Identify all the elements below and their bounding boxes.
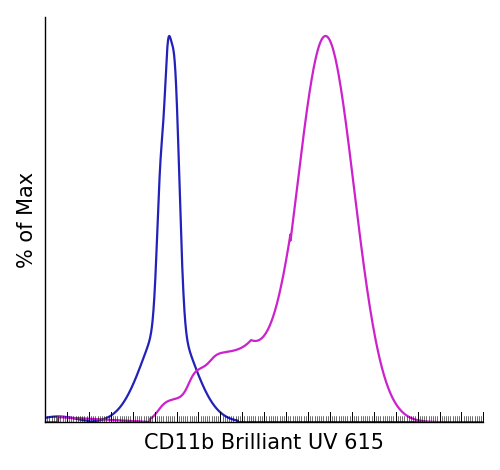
Y-axis label: % of Max: % of Max <box>16 172 36 267</box>
X-axis label: CD11b Brilliant UV 615: CD11b Brilliant UV 615 <box>144 433 384 454</box>
